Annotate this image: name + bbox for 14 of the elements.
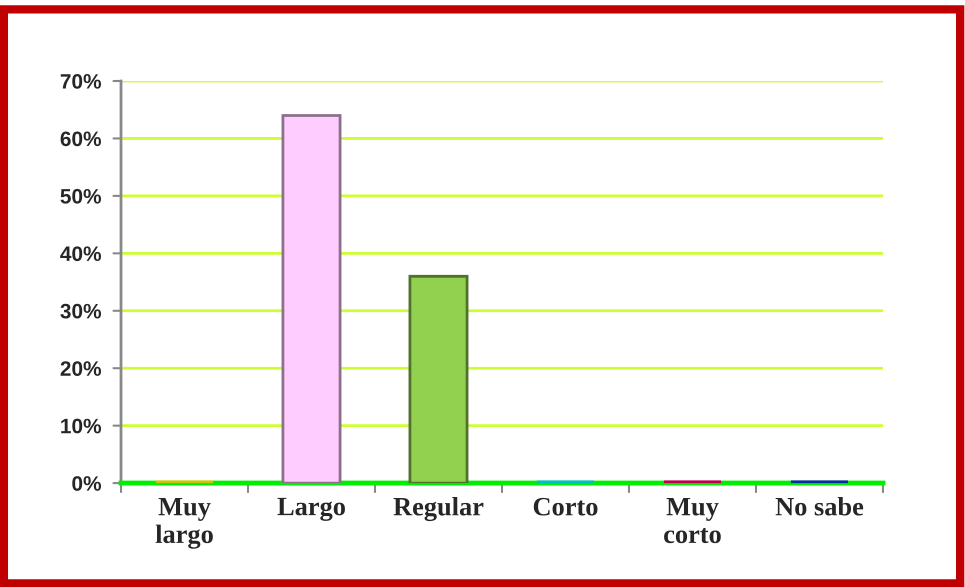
- y-tick-label: 50%: [60, 188, 102, 204]
- y-tick-label: 30%: [60, 304, 102, 319]
- x-tick-label: Muy corto: [664, 498, 721, 544]
- x-tick-label: Largo: [278, 498, 345, 521]
- y-tick-label: 40%: [60, 246, 102, 262]
- x-tick-label: No sabe: [776, 496, 864, 516]
- y-tick-label: 10%: [61, 418, 102, 434]
- x-tick-label: Corto: [534, 498, 598, 516]
- y-tick-label: 20%: [60, 361, 102, 376]
- y-tick-label: 60%: [60, 131, 102, 146]
- x-tick-label: Regular: [394, 496, 484, 522]
- y-tick-label: 70%: [60, 74, 102, 89]
- x-tick-label: Muy largo: [156, 498, 213, 549]
- y-tick-label: 0%: [72, 476, 102, 491]
